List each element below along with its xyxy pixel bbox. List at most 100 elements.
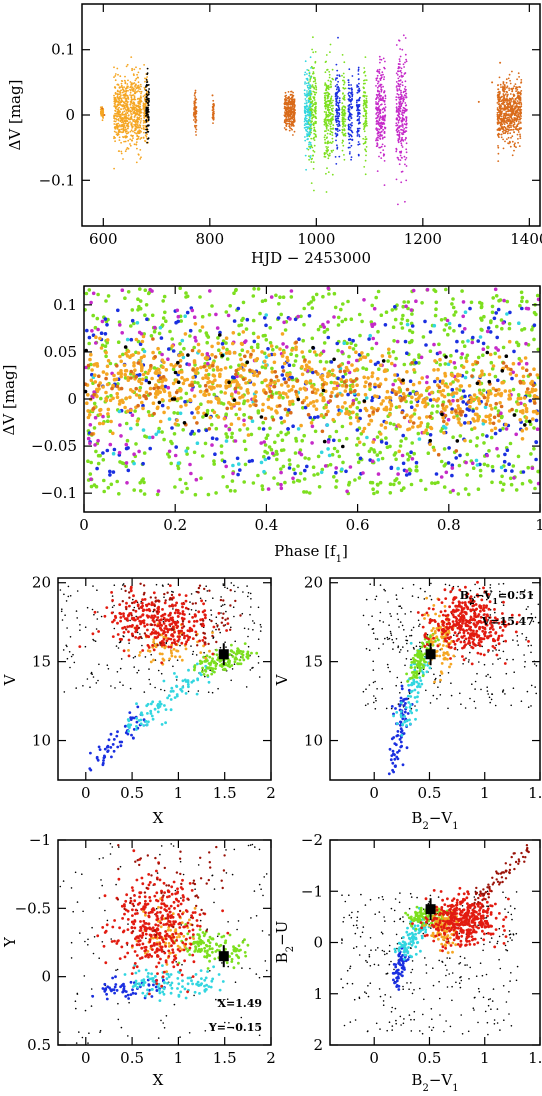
light-curve-point — [139, 88, 142, 90]
phase-point — [400, 326, 405, 330]
light-curve-point — [127, 101, 129, 103]
light-curve-point — [312, 104, 314, 107]
light-curve-point — [127, 117, 129, 120]
phase-point — [448, 326, 452, 330]
phase-point — [251, 318, 256, 323]
light-curve-point — [117, 101, 120, 103]
light-curve-point — [118, 115, 121, 118]
light-curve-point — [312, 154, 314, 157]
phase-point — [219, 390, 223, 394]
light-curve-point — [383, 66, 385, 69]
light-curve-point — [343, 61, 346, 64]
light-curve-point — [341, 74, 343, 77]
light-curve-point — [325, 91, 327, 94]
light-curve-point — [498, 76, 501, 79]
light-curve-point — [137, 76, 140, 79]
phase-point — [401, 313, 405, 318]
light-curve-point — [331, 140, 334, 143]
light-curve-point — [119, 110, 121, 113]
light-curve-point — [331, 101, 333, 104]
light-curve-point — [334, 156, 337, 158]
light-curve-point — [378, 107, 380, 109]
light-curve-point — [397, 158, 400, 161]
light-curve-point — [505, 111, 507, 113]
phase-point — [293, 451, 298, 455]
phase-point — [463, 487, 468, 491]
phase-point — [241, 316, 245, 321]
light-curve-point — [131, 94, 134, 97]
light-curve-point — [138, 107, 141, 110]
light-curve-point — [143, 110, 146, 113]
light-curve-point — [130, 96, 133, 98]
light-curve-point — [120, 141, 122, 144]
light-curve-point — [502, 90, 505, 93]
phase-point — [375, 482, 380, 487]
light-curve-point — [309, 98, 312, 101]
x-tick-label: 600 — [89, 230, 118, 248]
light-curve-point — [520, 79, 523, 81]
phase-point — [407, 472, 412, 476]
light-curve-point — [395, 124, 398, 127]
phase-point — [138, 489, 143, 493]
light-curve-point — [384, 60, 386, 63]
phase-point — [353, 478, 357, 482]
phase-point — [266, 347, 270, 351]
light-curve-point — [502, 147, 505, 150]
light-curve-point — [504, 117, 507, 119]
phase-point — [196, 381, 200, 385]
light-curve-point — [126, 83, 129, 85]
phase-point — [219, 444, 224, 448]
phase-point — [439, 318, 444, 322]
light-curve-point — [399, 48, 401, 50]
light-curve-point — [293, 120, 295, 123]
phase-point — [489, 435, 494, 440]
light-curve-point — [397, 119, 400, 122]
light-curve-point — [132, 101, 135, 104]
phase-point — [457, 323, 462, 328]
light-curve-point — [142, 137, 145, 139]
light-curve-point — [292, 112, 295, 114]
light-curve-point — [405, 142, 408, 145]
light-curve-point — [511, 104, 514, 107]
light-curve-point — [124, 82, 127, 85]
light-curve-point — [121, 118, 124, 121]
light-curve-point — [327, 129, 330, 132]
light-curve-point — [497, 152, 500, 155]
phase-point — [153, 325, 157, 330]
light-curve-point — [326, 132, 329, 135]
phase-point — [308, 349, 312, 354]
phase-point — [442, 485, 447, 489]
phase-point — [184, 291, 188, 295]
phase-point — [242, 418, 246, 423]
light-curve-point — [145, 109, 148, 112]
light-curve-point — [341, 128, 344, 131]
light-curve-point — [148, 100, 150, 103]
light-curve-point — [309, 141, 312, 144]
light-curve-point — [309, 133, 312, 136]
light-curve-point — [363, 87, 365, 90]
light-curve-point — [503, 123, 506, 125]
light-curve-point — [309, 126, 311, 128]
light-curve-point — [366, 106, 368, 109]
phase-point — [86, 459, 90, 464]
phase-point — [303, 456, 308, 460]
light-curve-point — [398, 138, 400, 141]
light-curve-point — [332, 118, 334, 121]
light-curve-point — [313, 139, 316, 142]
phase-point — [106, 485, 111, 490]
light-curve-point — [212, 110, 215, 113]
light-curve-point — [509, 82, 512, 85]
light-curve-point — [314, 80, 317, 82]
phase-point — [124, 461, 129, 465]
light-curve-point — [122, 121, 125, 124]
light-curve-point — [133, 104, 136, 106]
light-curve-point — [364, 121, 367, 124]
phase-point — [451, 297, 455, 301]
light-curve-point — [376, 86, 379, 89]
phase-point — [401, 461, 406, 466]
light-curve-point — [140, 137, 143, 139]
phase-point — [428, 433, 433, 437]
phase-point — [322, 341, 327, 345]
light-curve-point — [331, 137, 334, 140]
light-curve-point — [405, 96, 408, 99]
